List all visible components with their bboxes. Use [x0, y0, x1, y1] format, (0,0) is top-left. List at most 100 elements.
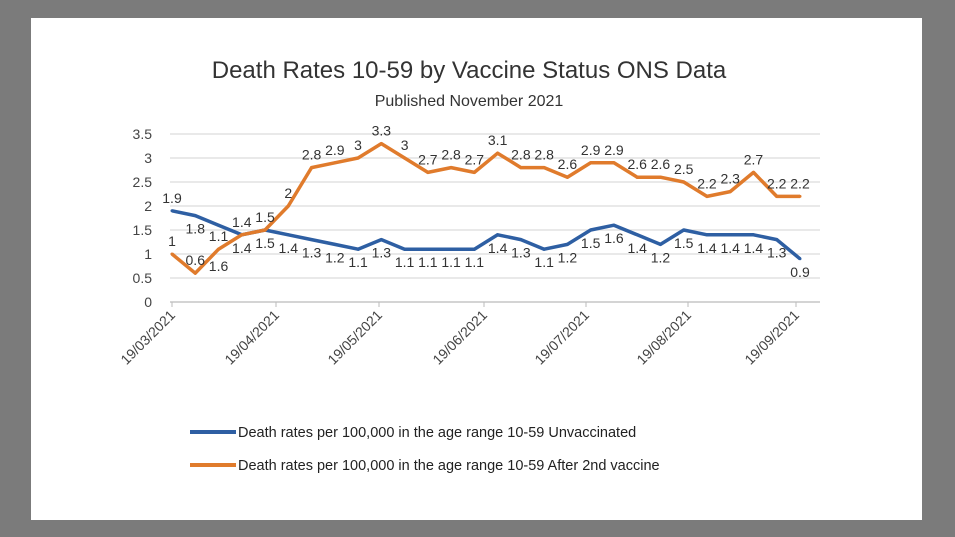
data-point — [240, 233, 244, 237]
data-point — [682, 228, 686, 232]
data-point — [356, 156, 360, 160]
data-label: 1.9 — [162, 190, 182, 206]
data-label: 1.4 — [488, 240, 508, 256]
x-tick-label: 19/05/2021 — [324, 307, 385, 368]
data-label: 1.1 — [418, 254, 438, 270]
data-label: 2.3 — [720, 171, 740, 187]
data-label: 1.2 — [558, 249, 578, 265]
legend-label: Death rates per 100,000 in the age range… — [238, 425, 636, 441]
data-point — [286, 233, 290, 237]
data-label: 2.7 — [465, 151, 485, 167]
data-point — [589, 161, 593, 165]
data-point — [612, 161, 616, 165]
data-point — [612, 223, 616, 227]
data-label: 1.4 — [720, 240, 740, 256]
y-tick-label: 3 — [144, 150, 152, 166]
data-label: 1.4 — [627, 240, 647, 256]
data-label: 1.4 — [744, 240, 764, 256]
data-point — [798, 257, 802, 261]
data-point — [519, 166, 523, 170]
data-label: 2.2 — [767, 175, 787, 191]
data-label: 2 — [284, 185, 292, 201]
data-point — [775, 238, 779, 242]
data-label: 1.1 — [534, 254, 554, 270]
x-tick-label: 19/03/2021 — [117, 307, 178, 368]
data-point — [426, 170, 430, 174]
data-point — [705, 194, 709, 198]
data-point — [565, 242, 569, 246]
data-label: 2.9 — [325, 142, 345, 158]
data-point — [356, 247, 360, 251]
data-point — [310, 166, 314, 170]
data-label: 1.4 — [232, 214, 252, 230]
data-point — [403, 247, 407, 251]
data-label: 2.8 — [534, 147, 554, 163]
data-point — [635, 233, 639, 237]
data-point — [379, 238, 383, 242]
data-label: 2.5 — [674, 161, 694, 177]
data-label: 2.2 — [790, 175, 810, 191]
data-label: 1.6 — [209, 258, 229, 274]
data-point — [775, 194, 779, 198]
data-point — [542, 166, 546, 170]
data-point — [472, 247, 476, 251]
data-label: 1.5 — [255, 235, 275, 251]
x-tick-label: 19/04/2021 — [221, 307, 282, 368]
data-label: 1.3 — [372, 245, 392, 261]
x-tick-label: 19/07/2021 — [531, 307, 592, 368]
data-point — [449, 247, 453, 251]
x-tick-label: 19/09/2021 — [741, 307, 802, 368]
data-point — [193, 214, 197, 218]
data-label: 1.4 — [232, 240, 252, 256]
data-point — [798, 194, 802, 198]
data-label: 1.2 — [651, 249, 671, 265]
data-point — [496, 151, 500, 155]
data-label: 2.8 — [511, 147, 531, 163]
data-label: 2.6 — [558, 156, 578, 172]
data-label: 1.3 — [767, 245, 787, 261]
data-point — [589, 228, 593, 232]
data-label: 1.3 — [302, 245, 322, 261]
data-label: 2.6 — [627, 156, 647, 172]
data-point — [751, 170, 755, 174]
y-tick-label: 1 — [144, 246, 152, 262]
data-point — [542, 247, 546, 251]
data-point — [682, 180, 686, 184]
data-point — [333, 161, 337, 165]
chart-title: Death Rates 10-59 by Vaccine Status ONS … — [212, 57, 727, 84]
y-tick-label: 2 — [144, 198, 152, 214]
y-tick-label: 2.5 — [133, 174, 153, 190]
data-label: 1.5 — [581, 235, 601, 251]
data-label: 2.8 — [302, 147, 322, 163]
chart-subtitle: Published November 2021 — [375, 93, 564, 110]
data-label: 1.1 — [441, 254, 461, 270]
data-point — [170, 209, 174, 213]
data-point — [449, 166, 453, 170]
data-point — [403, 156, 407, 160]
data-label: 1.8 — [186, 221, 206, 237]
data-label: 1.2 — [325, 249, 345, 265]
data-point — [728, 190, 732, 194]
data-point — [728, 233, 732, 237]
data-label: 2.6 — [651, 156, 671, 172]
data-label: 3 — [354, 137, 362, 153]
data-label: 2.9 — [604, 142, 624, 158]
unvaccinated-line — [171, 209, 802, 261]
data-label: 3.3 — [372, 123, 392, 139]
data-point — [217, 247, 221, 251]
data-point — [658, 175, 662, 179]
data-label: 3.1 — [488, 132, 508, 148]
data-point — [472, 170, 476, 174]
data-point — [565, 175, 569, 179]
data-label: 2.9 — [581, 142, 601, 158]
data-label: 1.3 — [511, 245, 531, 261]
data-point — [333, 242, 337, 246]
y-tick-label: 1.5 — [133, 222, 153, 238]
data-label: 1.1 — [348, 254, 368, 270]
data-point — [217, 223, 221, 227]
y-tick-label: 0.5 — [133, 270, 153, 286]
data-label: 2.8 — [441, 147, 461, 163]
x-tick-label: 19/06/2021 — [429, 307, 490, 368]
data-label: 1.1 — [465, 254, 485, 270]
